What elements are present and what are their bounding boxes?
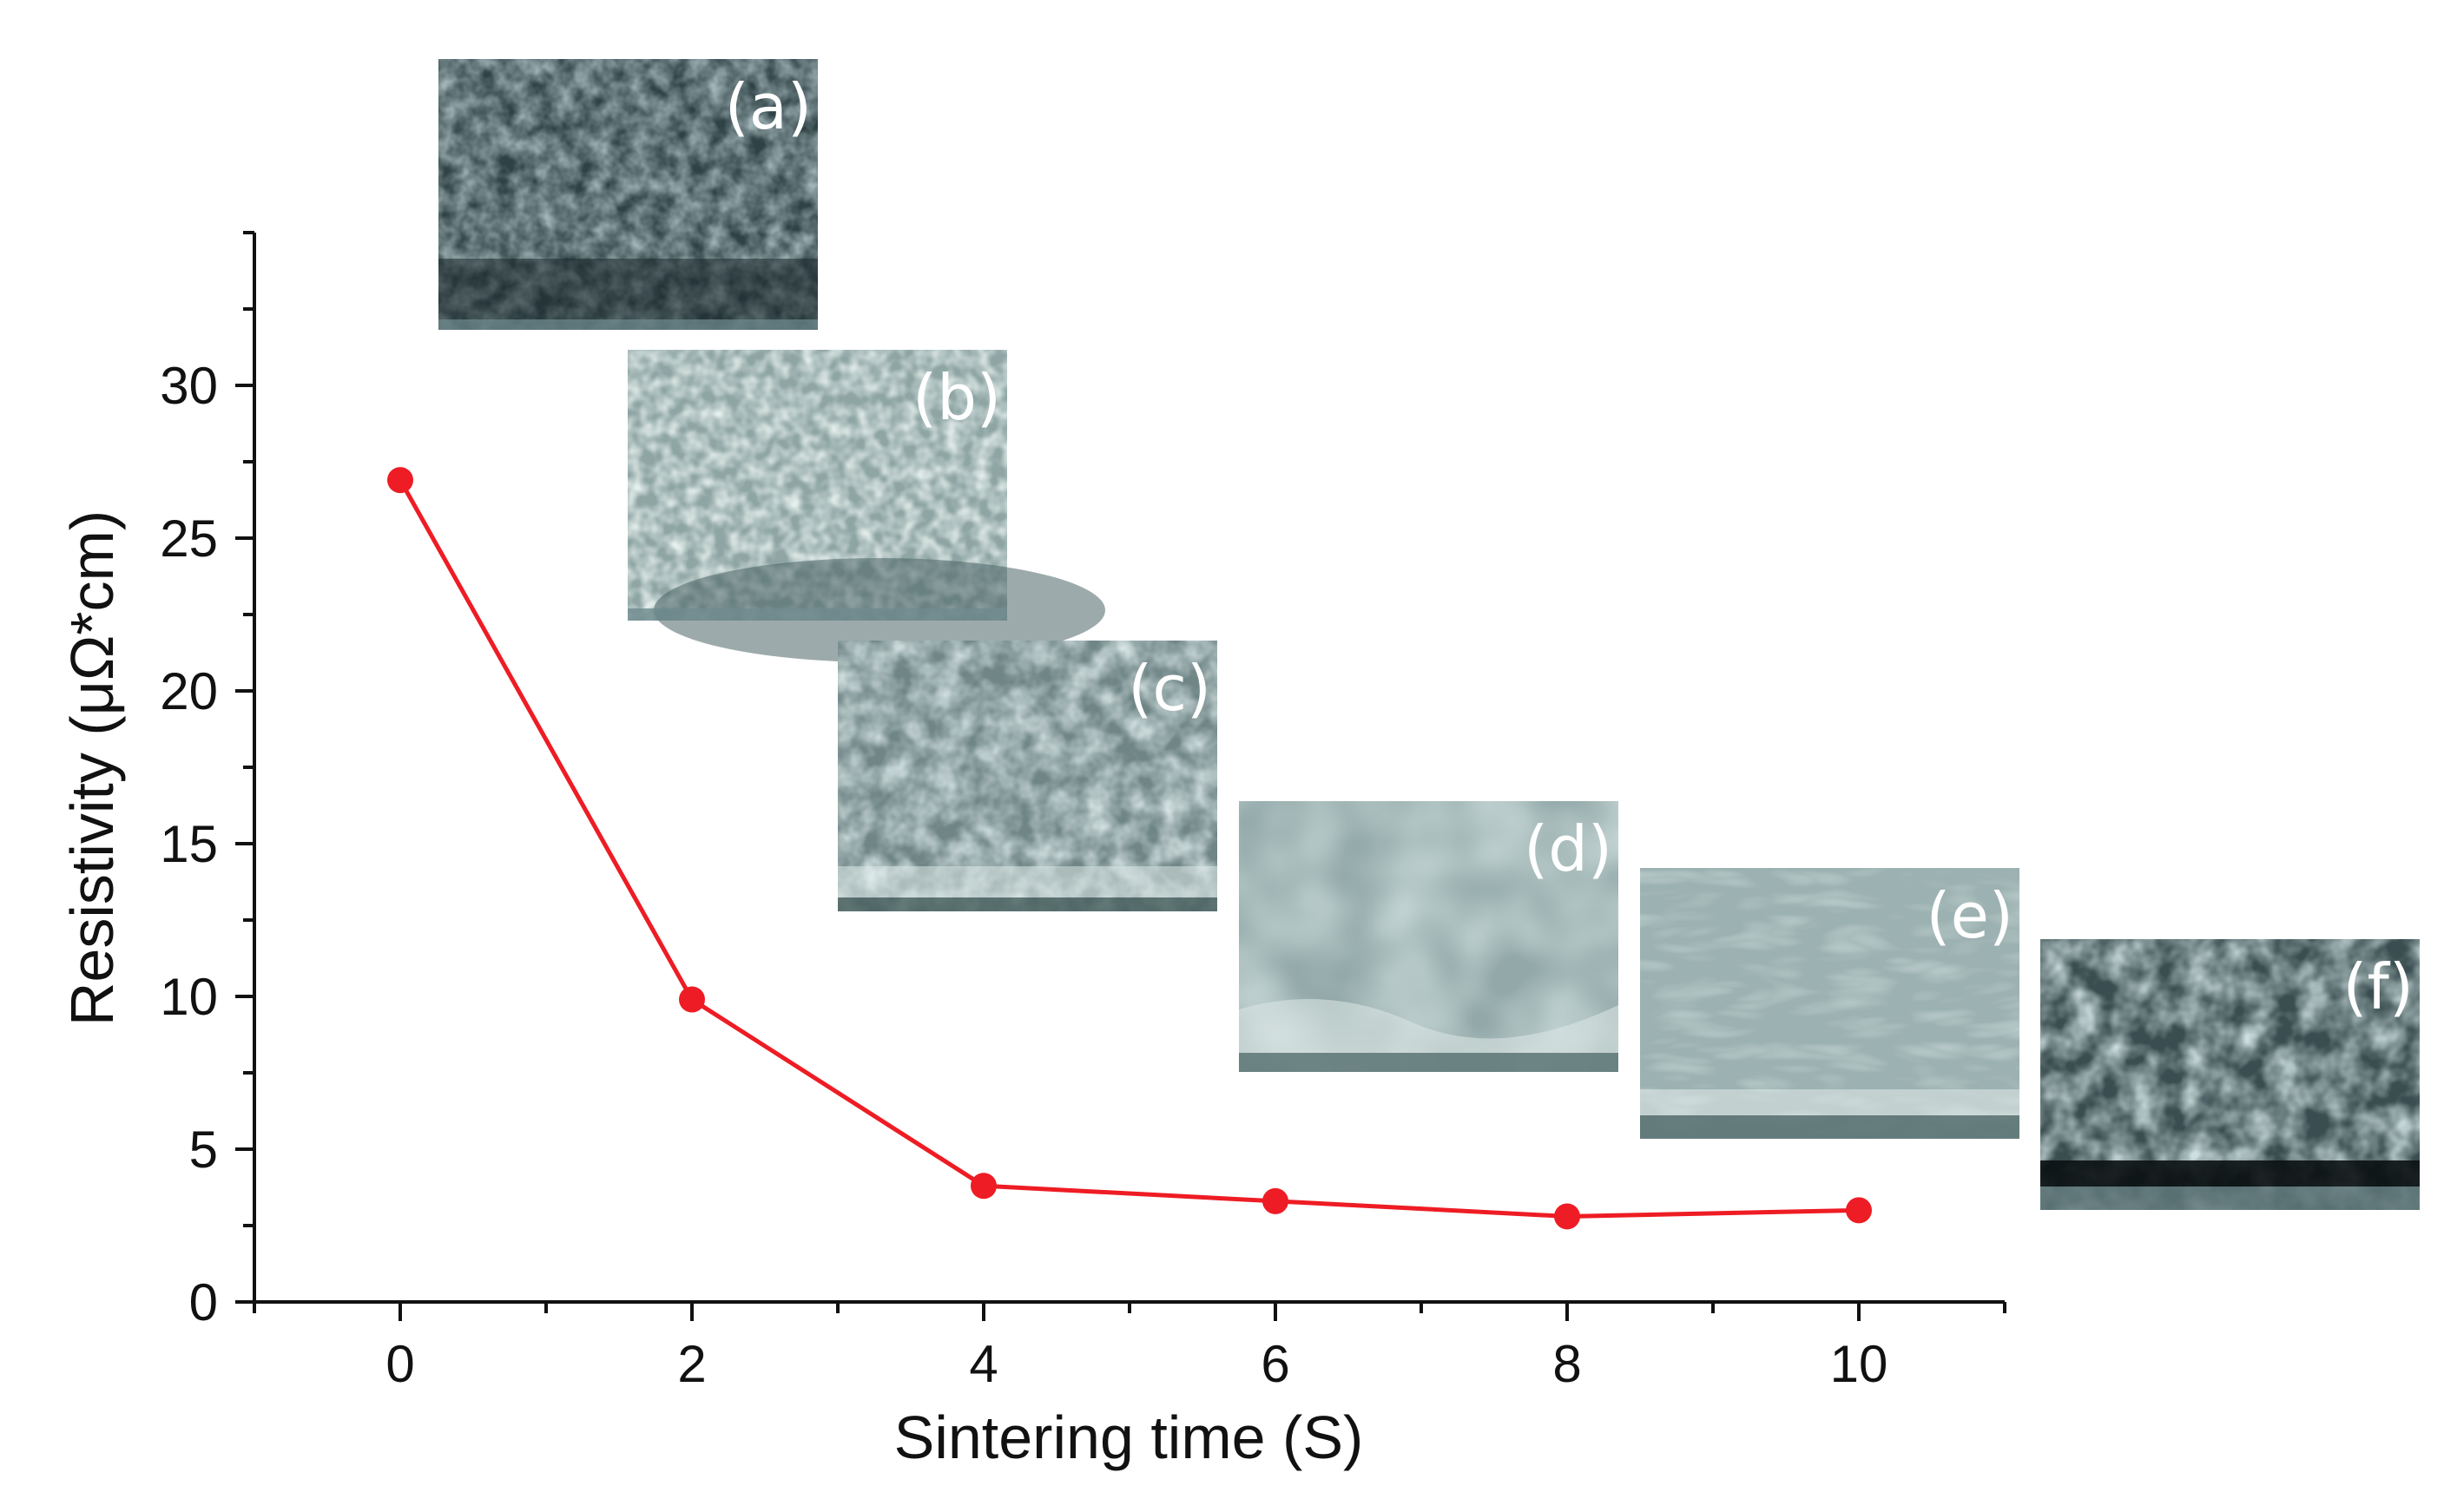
x-axis-title: Sintering time (S) <box>894 1404 1364 1471</box>
y-ticks: 0 5 10 15 20 25 30 <box>160 231 254 1331</box>
inset-e-label: (e) <box>1927 879 2013 952</box>
x-tick-label: 10 <box>1830 1335 1888 1393</box>
data-point <box>971 1173 997 1200</box>
series-line <box>398 478 1860 1219</box>
y-tick-label: 0 <box>189 1273 218 1331</box>
inset-f-label: (f) <box>2342 950 2414 1023</box>
inset-b: (b) <box>628 350 1105 662</box>
x-ticks: 0 2 4 6 8 10 <box>253 1302 2006 1393</box>
inset-e: (e) <box>1640 868 2019 1139</box>
y-tick-label: 15 <box>160 815 218 873</box>
x-tick-label: 4 <box>969 1335 998 1393</box>
inset-f: (f) <box>2040 939 2420 1210</box>
inset-a-label: (a) <box>725 70 812 143</box>
y-tick-label: 10 <box>160 968 218 1026</box>
data-point <box>1846 1197 1872 1224</box>
series <box>387 467 1872 1230</box>
y-tick-label: 20 <box>160 662 218 720</box>
y-axis-title: Resistivity (μΩ*cm) <box>58 510 126 1026</box>
inset-c-label: (c) <box>1128 652 1211 725</box>
x-tick-label: 0 <box>385 1335 414 1393</box>
data-point <box>1554 1203 1580 1230</box>
inset-b-label: (b) <box>912 361 1001 434</box>
inset-a: (a) <box>438 59 818 330</box>
data-point <box>1262 1187 1288 1214</box>
inset-c: (c) <box>838 641 1217 911</box>
data-point <box>679 986 705 1013</box>
data-point <box>387 467 413 494</box>
inset-d: (d) <box>1239 801 1618 1072</box>
x-tick-label: 6 <box>1261 1335 1289 1393</box>
y-tick-label: 5 <box>189 1121 218 1179</box>
y-tick-label: 25 <box>160 509 218 568</box>
inset-d-label: (d) <box>1524 812 1612 885</box>
y-tick-label: 30 <box>160 357 218 415</box>
x-tick-label: 2 <box>677 1335 706 1393</box>
x-tick-label: 8 <box>1552 1335 1581 1393</box>
